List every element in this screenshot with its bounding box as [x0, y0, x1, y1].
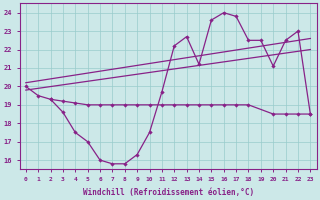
X-axis label: Windchill (Refroidissement éolien,°C): Windchill (Refroidissement éolien,°C)	[83, 188, 254, 197]
